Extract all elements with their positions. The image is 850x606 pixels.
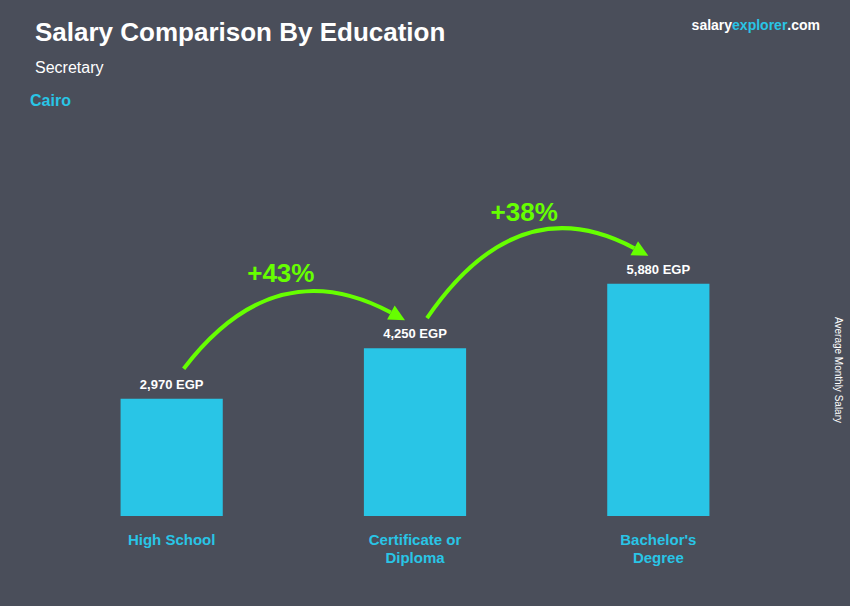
svg-text:salary: salary [692, 17, 733, 33]
svg-text:2,970 EGP: 2,970 EGP [140, 377, 204, 392]
svg-text:Bachelor's: Bachelor's [620, 531, 696, 548]
svg-text:+43%: +43% [247, 258, 314, 288]
svg-text:4,250 EGP: 4,250 EGP [383, 326, 447, 341]
svg-text:explorer: explorer [732, 17, 788, 33]
svg-text:.com: .com [787, 17, 820, 33]
svg-text:5,880 EGP: 5,880 EGP [627, 262, 691, 277]
svg-text:+38%: +38% [491, 197, 558, 227]
svg-text:Certificate or: Certificate or [369, 531, 462, 548]
svg-text:Cairo: Cairo [30, 92, 71, 109]
svg-text:Diploma: Diploma [385, 549, 445, 566]
svg-text:Average Monthly Salary: Average Monthly Salary [833, 317, 844, 423]
svg-text:Secretary: Secretary [35, 59, 103, 76]
svg-text:Degree: Degree [633, 549, 684, 566]
svg-text:Salary Comparison By Education: Salary Comparison By Education [35, 17, 445, 47]
svg-text:High School: High School [128, 531, 216, 548]
